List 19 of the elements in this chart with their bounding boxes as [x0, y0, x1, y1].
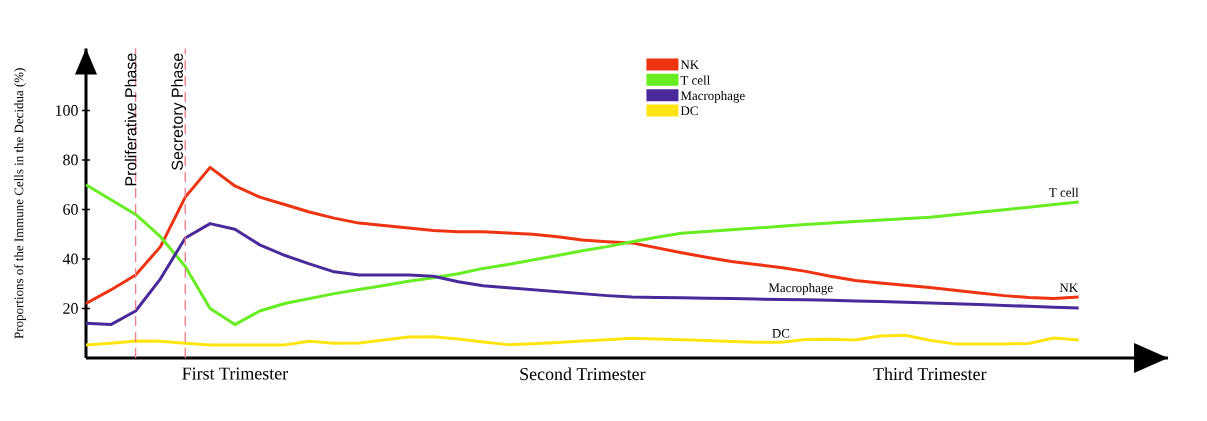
y-tick-label: 80 — [63, 154, 78, 166]
annotation: NK — [1059, 283, 1078, 292]
x-tick-label: Third Trimester — [873, 367, 987, 381]
y-axis-title: Proportions of the Immune Cells in the Decidua (%) — [14, 68, 26, 339]
legend-label: DC — [680, 106, 698, 116]
y-tick-label: 100 — [55, 105, 78, 116]
legend-label: T cell — [680, 75, 711, 85]
x-tick-label: First Trimester — [182, 367, 288, 380]
x-tick-label: Second Trimester — [520, 367, 646, 381]
annotation: DC — [772, 329, 790, 338]
legend-label: Macrophage — [680, 90, 745, 103]
y-tick-label: 60 — [63, 204, 78, 215]
annotation: Proliferative Phase — [124, 53, 137, 186]
annotation: T cell — [1049, 187, 1079, 197]
y-tick-label: 20 — [63, 303, 78, 314]
y-tick-label: 40 — [62, 253, 78, 265]
annotation: Secretory Phase — [171, 53, 187, 170]
annotation: Macrophage — [768, 283, 833, 295]
legend-label: NK — [680, 60, 699, 70]
